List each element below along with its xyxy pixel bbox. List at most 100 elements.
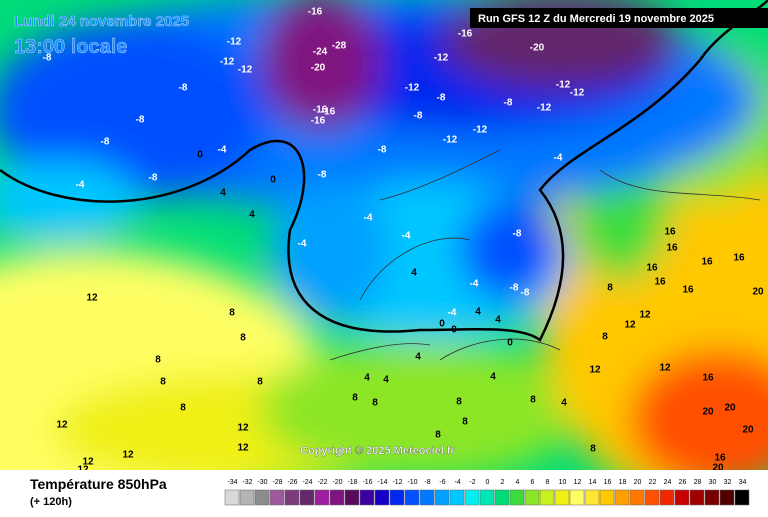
- map-label: 12: [237, 423, 249, 434]
- map-label: 12: [86, 293, 98, 304]
- map-label: 0: [451, 325, 457, 336]
- legend-label: 22: [649, 479, 657, 486]
- map-label: 16: [714, 453, 726, 464]
- legend-label: -4: [454, 479, 460, 486]
- map-label: 4: [364, 373, 370, 384]
- legend-swatch: [584, 489, 600, 506]
- map-label: 4: [561, 398, 567, 409]
- map-label: -20: [530, 43, 545, 54]
- map-label: -4: [448, 308, 457, 319]
- map-label: 4: [411, 268, 417, 279]
- map-label: -8: [43, 53, 52, 64]
- legend-swatch: [509, 489, 525, 506]
- map-label: -12: [443, 135, 458, 146]
- legend-label: -32: [242, 479, 252, 486]
- copyright: Copyright © 2025 Meteociel.fr: [300, 445, 456, 457]
- legend-label: 14: [589, 479, 597, 486]
- legend-swatch: [659, 489, 675, 506]
- legend-label: 18: [619, 479, 627, 486]
- legend-swatch: [284, 489, 300, 506]
- legend-swatch: [494, 489, 510, 506]
- legend-label: -22: [317, 479, 327, 486]
- legend-swatch: [389, 489, 405, 506]
- legend-label: 12: [574, 479, 582, 486]
- legend-label: -28: [272, 479, 282, 486]
- legend-swatch: [689, 489, 705, 506]
- legend-label: 34: [739, 479, 747, 486]
- legend-swatch: [299, 489, 315, 506]
- legend-swatch: [479, 489, 495, 506]
- legend-swatch: [674, 489, 690, 506]
- map-label: 4: [415, 352, 421, 363]
- map-label: 12: [122, 450, 134, 461]
- map-label: 20: [742, 425, 754, 436]
- legend-label: 28: [694, 479, 702, 486]
- legend-label: 2: [501, 479, 505, 486]
- map-label: -12: [405, 83, 420, 94]
- map-label: -8: [101, 137, 110, 148]
- legend-swatch: [269, 489, 285, 506]
- map-label: 8: [456, 397, 462, 408]
- map-label: -8: [414, 111, 423, 122]
- legend-swatch: [374, 489, 390, 506]
- map-label: -20: [311, 63, 326, 74]
- map-label: 8: [240, 333, 246, 344]
- legend-swatch: [464, 489, 480, 506]
- map-label: 12: [82, 457, 94, 468]
- map-label: 12: [659, 363, 671, 374]
- legend-label: 26: [679, 479, 687, 486]
- map-label: -8: [510, 283, 519, 294]
- map-label: 0: [507, 338, 513, 349]
- map-label: 8: [462, 417, 468, 428]
- legend-label: -20: [332, 479, 342, 486]
- footer-lead: (+ 120h): [30, 496, 72, 508]
- legend-label: 30: [709, 479, 717, 486]
- map-label: -8: [513, 229, 522, 240]
- legend-label: -14: [377, 479, 387, 486]
- map-label: -8: [179, 83, 188, 94]
- map-label: -8: [136, 115, 145, 126]
- map-label: 8: [435, 430, 441, 441]
- map-label: 16: [666, 243, 678, 254]
- map-label: 20: [724, 403, 736, 414]
- map-label: 16: [682, 285, 694, 296]
- legend-swatch: [614, 489, 630, 506]
- legend-swatch: [419, 489, 435, 506]
- legend-label: -10: [407, 479, 417, 486]
- legend-swatch: [359, 489, 375, 506]
- map-label: -12: [238, 65, 253, 76]
- map-label: -16: [311, 116, 326, 127]
- map-label: 4: [220, 188, 226, 199]
- map-label: 0: [270, 175, 276, 186]
- map-label: 4: [249, 210, 255, 221]
- legend-swatch: [314, 489, 330, 506]
- map-label: -8: [378, 145, 387, 156]
- map-label: -4: [218, 145, 227, 156]
- map-label: -4: [402, 231, 411, 242]
- map-label: -4: [554, 153, 563, 164]
- map-label: -24: [313, 47, 328, 58]
- map-label: 8: [160, 377, 166, 388]
- map-label: 16: [664, 227, 676, 238]
- map-label: -12: [556, 80, 571, 91]
- map-label: 4: [490, 372, 496, 383]
- legend-swatch: [344, 489, 360, 506]
- legend-swatch: [404, 489, 420, 506]
- legend-swatch: [449, 489, 465, 506]
- map-label: -16: [321, 107, 336, 118]
- legend-swatch: [644, 489, 660, 506]
- legend-label: -30: [257, 479, 267, 486]
- legend-swatch: [524, 489, 540, 506]
- legend-label: 24: [664, 479, 672, 486]
- legend-swatch: [434, 489, 450, 506]
- legend-label: -16: [362, 479, 372, 486]
- legend-swatch: [329, 489, 345, 506]
- legend-label: -18: [347, 479, 357, 486]
- map-label: -4: [364, 213, 373, 224]
- map-label: -4: [470, 279, 479, 290]
- map-label: -8: [318, 170, 327, 181]
- map-label: 20: [712, 463, 724, 474]
- map-label: -12: [570, 88, 585, 99]
- legend-label: 16: [604, 479, 612, 486]
